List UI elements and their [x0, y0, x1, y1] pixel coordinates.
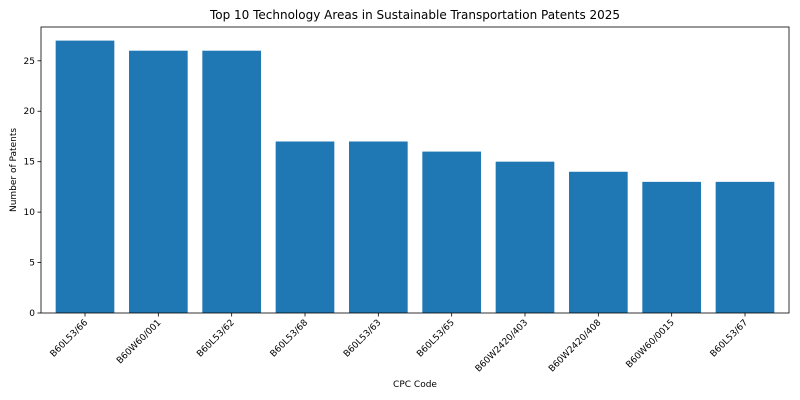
- bar-4: [276, 142, 335, 313]
- x-tick-label: B60W60/001: [115, 318, 163, 366]
- x-tick-label: B60L53/68: [269, 318, 311, 360]
- bar-6: [422, 152, 481, 313]
- y-tick-label: 0: [29, 309, 35, 319]
- x-tick-label: B60L53/67: [709, 318, 750, 359]
- x-tick-label: B60L53/65: [415, 318, 456, 359]
- bar-3: [202, 51, 261, 313]
- y-tick-label: 20: [24, 107, 36, 117]
- plot-area: B60L53/66 B60W60/001 B60L53/62 B60L53/68 B60…: [24, 27, 789, 374]
- y-tick-label: 10: [24, 208, 36, 218]
- bar-9: [642, 182, 701, 313]
- chart-title: Top 10 Technology Areas in Sustainable T…: [209, 8, 620, 22]
- bar-7: [496, 162, 555, 313]
- x-tick-label: B60L53/62: [195, 318, 236, 359]
- x-tick-label: B60L53/63: [342, 318, 383, 359]
- bar-chart: Top 10 Technology Areas in Sustainable T…: [0, 0, 800, 400]
- y-tick-label: 5: [29, 259, 35, 269]
- bar-2: [129, 51, 188, 313]
- x-tick-label: B60L53/66: [49, 318, 91, 360]
- bar-5: [349, 142, 408, 313]
- bar-10: [716, 182, 775, 313]
- y-tick-label: 25: [24, 57, 35, 67]
- x-tick-label: B60W2420/408: [547, 318, 604, 375]
- bar-8: [569, 172, 628, 313]
- x-tick-label: B60W60/0015: [625, 318, 677, 370]
- y-axis-label: Number of Patents: [9, 128, 19, 212]
- x-axis-label: CPC Code: [393, 380, 437, 390]
- x-tick-label: B60W2420/403: [474, 318, 530, 374]
- y-tick-label: 15: [24, 158, 35, 168]
- bar-1: [56, 41, 115, 313]
